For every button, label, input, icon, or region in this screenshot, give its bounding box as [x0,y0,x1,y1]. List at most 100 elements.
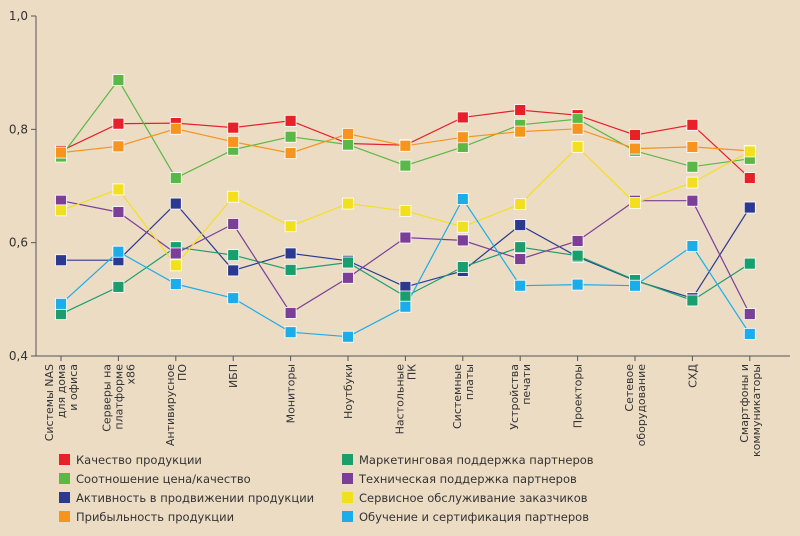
legend-swatch [59,473,70,484]
data-point [55,308,67,320]
x-tick-label: СХД [686,364,699,388]
data-point [55,204,67,217]
x-tick-label-line: для дома [55,364,68,418]
x-tick-label-line: СХД [686,364,699,388]
legend-item: Прибыльность продукции [59,510,234,524]
x-tick-label-line: x86 [124,364,137,385]
x-tick-label: Ноутбуки [342,364,355,419]
data-point [342,256,354,269]
x-tick-label-line: ПК [405,364,418,380]
x-tick-label: Проекторы [572,364,585,428]
data-point [227,190,240,203]
legend-label: Техническая поддержка партнеров [358,472,577,486]
data-point [112,183,125,196]
data-point [629,279,641,292]
x-tick-label-line: Системные [451,364,464,429]
x-tick-label-line: Устройства [508,364,521,430]
data-point [342,138,354,151]
data-point [456,220,469,233]
data-point [743,257,756,270]
data-point [112,140,125,153]
data-point [571,278,584,291]
legend-label: Соотношение цена/качество [76,472,251,486]
legend-label: Маркетинговая поддержка партнеров [359,453,594,467]
series-line [60,197,751,338]
legend-swatch [59,511,70,522]
legend-item: Сервисное обслуживание заказчиков [342,491,588,505]
legend-swatch [59,454,70,465]
data-point [743,145,756,158]
data-point [55,146,67,159]
data-point [514,279,527,292]
data-point [456,234,469,247]
axes [35,16,790,357]
data-point [169,197,182,210]
data-point [112,206,125,218]
data-point [342,271,354,284]
data-point [284,220,297,233]
y-tick-label: 0,8 [9,122,28,136]
x-tick-label: Смартфоны и коммуникаторы [738,364,763,457]
data-point [743,308,756,320]
data-point [514,253,527,266]
data-point [342,330,354,343]
legend-swatch [342,511,353,522]
legend-label: Сервисное обслуживание заказчиков [359,491,588,505]
x-tick-label: Серверы на платформе x86 [100,364,137,432]
data-point [686,294,699,307]
data-point [284,263,297,276]
data-point [743,327,756,340]
data-point [227,218,240,230]
data-point [686,118,699,131]
data-point [571,122,584,135]
data-point [112,74,125,86]
data-point [399,300,412,313]
data-point [284,130,297,143]
x-tick-label-line: Проекторы [572,364,585,428]
x-tick-label-line: коммуникаторы [750,364,763,457]
x-tick-label-line: ИБП [227,364,240,388]
data-point [399,159,412,172]
data-point [514,219,527,232]
data-point [456,131,469,144]
x-tick-label: Мониторы [285,364,298,423]
x-tick-label: Антивирусное ПО [164,364,189,446]
data-point [169,259,182,272]
legend-swatch [59,492,70,503]
x-tick-label: Устройства печати [508,364,533,430]
data-point [284,147,297,160]
x-tick-label-line: оборудование [635,364,648,447]
x-tick-label: Системы NAS для дома и офиса [43,364,80,441]
x-tick-label: Настольные ПК [393,364,418,435]
data-point [456,111,469,124]
data-point [284,247,297,260]
x-tick-label-line: ПО [176,364,189,381]
x-tick-label-line: Системы NAS [43,364,56,441]
legend-item: Маркетинговая поддержка партнеров [342,453,594,467]
legend-label: Обучение и сертификация партнеров [359,510,589,524]
legend-item: Соотношение цена/качество [59,472,251,486]
x-tick-label-line: Настольные [393,364,406,435]
data-point [571,235,584,247]
x-tick-label-line: Мониторы [285,364,298,423]
data-point [514,241,527,254]
y-tick-label: 0,4 [9,349,28,363]
data-point [743,172,756,184]
legend-item: Обучение и сертификация партнеров [342,510,589,524]
data-point [342,197,354,210]
data-point [399,290,412,303]
data-point [456,261,469,273]
data-point [686,240,699,252]
y-tick-label: 0,6 [9,236,28,250]
y-tick-label: 1,0 [9,9,28,23]
data-point [169,278,182,290]
data-point [629,197,641,209]
data-point [284,307,297,319]
data-point [227,292,240,305]
data-point [514,125,527,138]
x-tick-label-line: Антивирусное [164,364,177,446]
legend-swatch [342,473,353,484]
data-point [571,140,584,153]
x-tick-label-line: Серверы на [100,364,113,432]
